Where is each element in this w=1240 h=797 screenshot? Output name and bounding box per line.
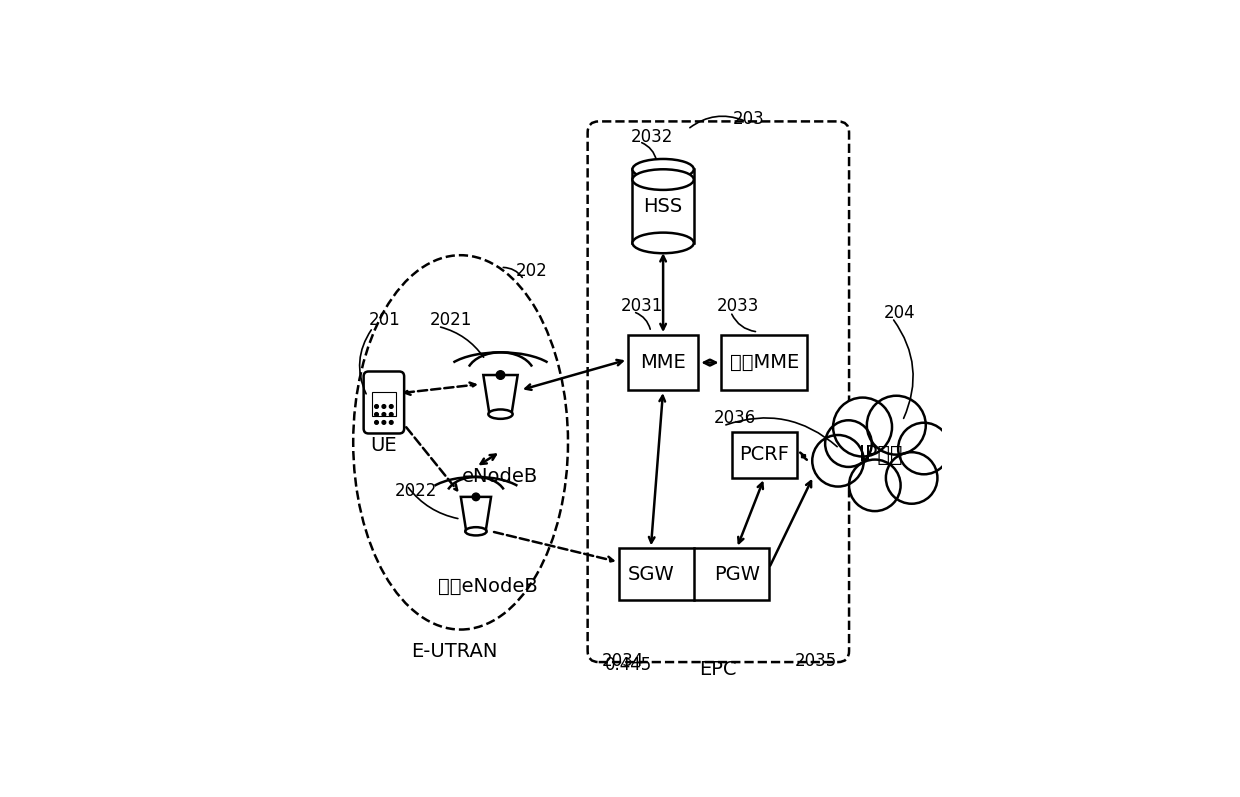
Text: 2032: 2032	[631, 128, 673, 147]
Circle shape	[812, 435, 864, 486]
Circle shape	[374, 405, 378, 408]
Circle shape	[833, 398, 892, 457]
Circle shape	[472, 493, 480, 501]
Text: 202: 202	[516, 261, 548, 280]
Text: 2035: 2035	[795, 653, 837, 670]
Circle shape	[382, 413, 386, 416]
Circle shape	[374, 421, 378, 424]
Text: IP业务: IP业务	[859, 445, 903, 465]
Ellipse shape	[489, 410, 512, 419]
Bar	[619, 548, 769, 600]
Text: EPC: EPC	[699, 660, 737, 679]
Text: 2022: 2022	[394, 482, 438, 501]
Circle shape	[382, 405, 386, 408]
Text: 2021: 2021	[430, 311, 472, 328]
Ellipse shape	[632, 159, 694, 179]
Text: 2034: 2034	[601, 653, 644, 670]
Circle shape	[389, 405, 393, 408]
Text: 2033: 2033	[717, 296, 759, 315]
Text: 2036: 2036	[714, 410, 756, 427]
Circle shape	[382, 421, 386, 424]
Circle shape	[825, 420, 872, 467]
Bar	[732, 432, 796, 477]
Text: eNodeB: eNodeB	[463, 466, 538, 485]
Text: 201: 201	[368, 311, 401, 328]
Polygon shape	[461, 497, 491, 532]
Circle shape	[885, 452, 937, 504]
Circle shape	[898, 422, 950, 474]
Ellipse shape	[465, 527, 486, 536]
Circle shape	[849, 460, 900, 511]
Circle shape	[389, 413, 393, 416]
Text: 203: 203	[733, 110, 764, 128]
Text: SGW: SGW	[627, 565, 675, 584]
Text: PGW: PGW	[714, 565, 760, 584]
Text: 204: 204	[884, 304, 915, 323]
Text: E-UTRAN: E-UTRAN	[412, 642, 497, 661]
Text: 2031: 2031	[621, 296, 663, 315]
Text: 其它eNodeB: 其它eNodeB	[438, 577, 538, 596]
Bar	[627, 335, 698, 391]
Circle shape	[389, 421, 393, 424]
Ellipse shape	[632, 169, 694, 190]
Circle shape	[867, 396, 926, 454]
Text: PCRF: PCRF	[739, 446, 790, 464]
Polygon shape	[484, 375, 517, 414]
Bar	[632, 169, 694, 243]
Text: MME: MME	[640, 353, 686, 372]
Text: UE: UE	[371, 436, 397, 455]
Text: HSS: HSS	[644, 197, 683, 216]
Circle shape	[496, 371, 505, 379]
Circle shape	[374, 413, 378, 416]
Bar	[372, 392, 396, 415]
Text: 其它MME: 其它MME	[730, 353, 799, 372]
FancyBboxPatch shape	[363, 371, 404, 434]
Bar	[722, 335, 807, 391]
Ellipse shape	[632, 233, 694, 253]
Text: 0.445: 0.445	[605, 655, 652, 673]
